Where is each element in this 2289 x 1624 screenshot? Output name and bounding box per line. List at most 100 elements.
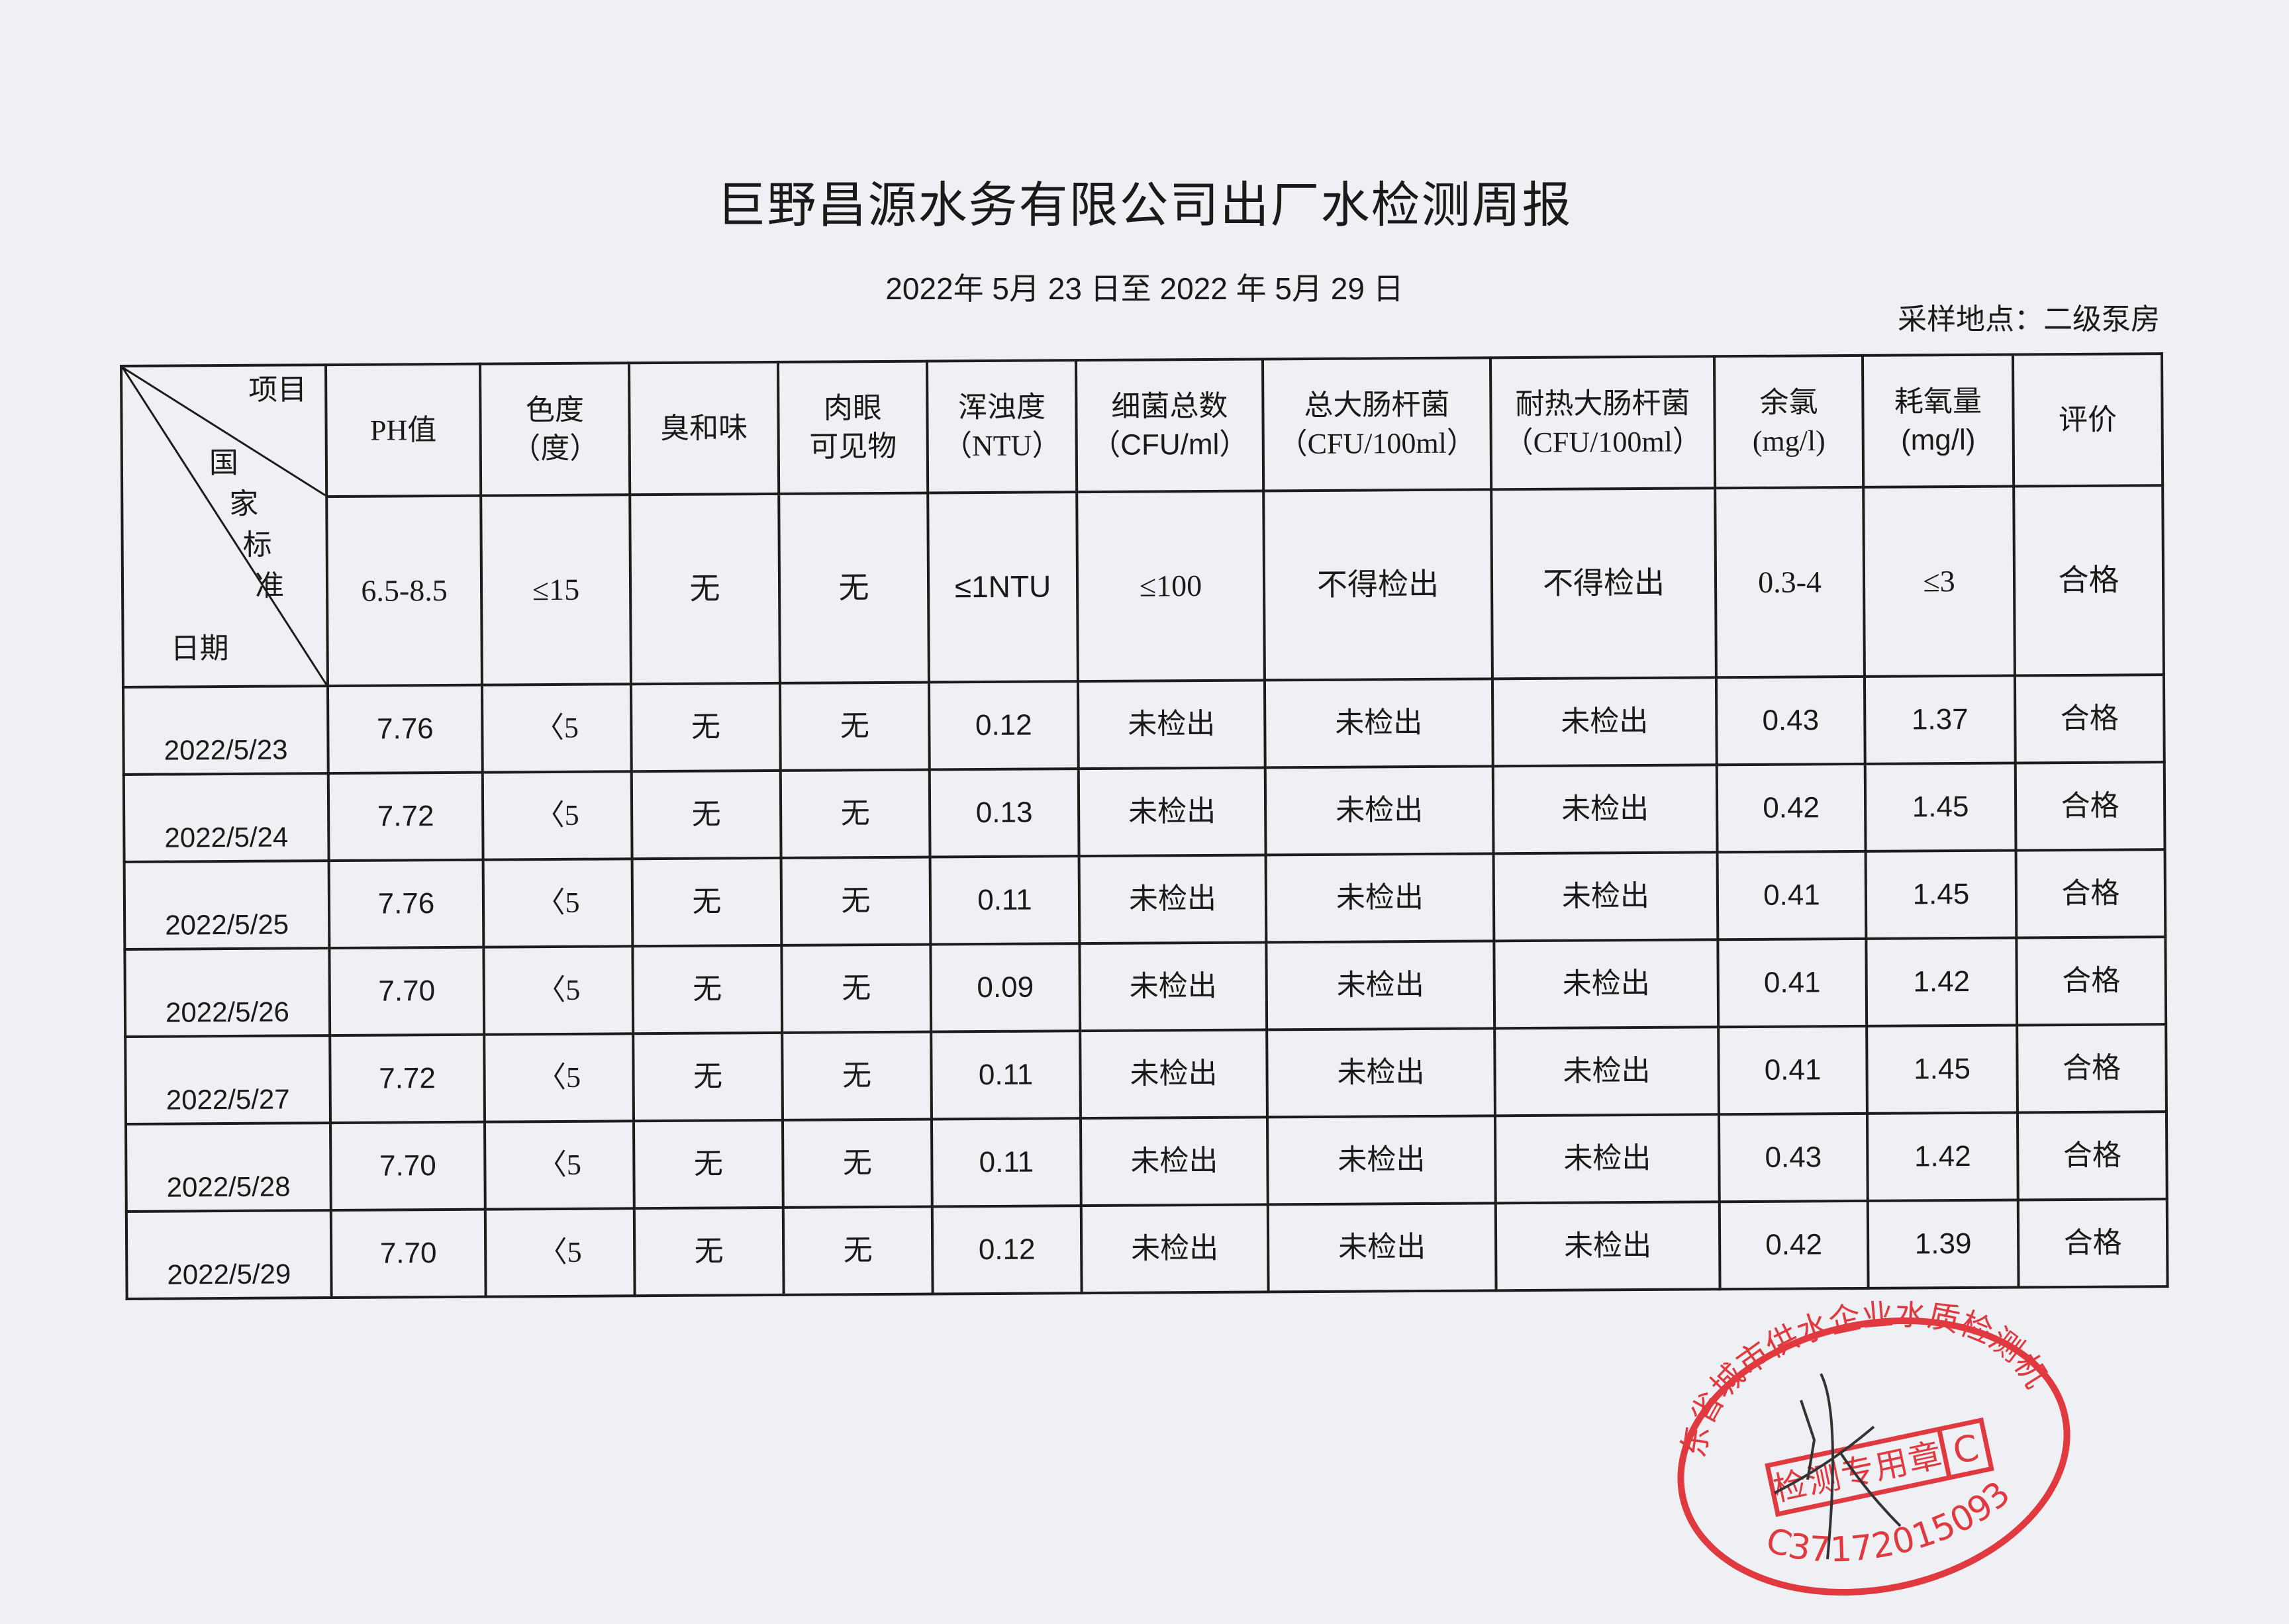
standard-cell: 无	[779, 493, 929, 683]
cell-chlorine: 0.43	[1716, 676, 1865, 765]
standard-cell: 6.5-8.5	[326, 495, 482, 687]
cell-visible: 无	[779, 682, 930, 771]
cell-thermo-coliform: 未检出	[1495, 1202, 1720, 1291]
standard-cell: ≤100	[1077, 491, 1265, 682]
signature	[1774, 1373, 1902, 1560]
table-row: 2022/5/24 7.72 〈5 无无 0.13 未检出 未检出 未检出 0.42 1.45 合格	[123, 762, 2165, 862]
cell-color: 〈5	[482, 771, 632, 860]
cell-bacteria: 未检出	[1080, 1117, 1268, 1206]
standard-cell: ≤3	[1863, 486, 2015, 677]
cell-coliform: 未检出	[1264, 679, 1493, 768]
col-header-coliform: 总大肠杆菌 （CFU/100ml）	[1262, 358, 1492, 491]
cell-bacteria: 未检出	[1080, 1029, 1267, 1119]
cell-coliform: 未检出	[1265, 766, 1494, 855]
cell-chlorine: 0.42	[1719, 1200, 1869, 1290]
cell-odor: 无	[631, 770, 781, 859]
cell-oxygen: 1.42	[1867, 1112, 2018, 1201]
cell-evaluation: 合格	[2014, 675, 2165, 763]
col-header-oxygen: 耗氧量 (mg/l)	[1862, 354, 2014, 487]
cell-thermo-coliform: 未检出	[1492, 765, 1718, 854]
cell-evaluation: 合格	[2017, 1112, 2167, 1200]
col-header-evaluation: 评价	[2012, 354, 2163, 487]
cell-evaluation: 合格	[2018, 1199, 2168, 1288]
cell-coliform: 未检出	[1267, 1203, 1496, 1292]
cell-color: 〈5	[483, 946, 634, 1035]
cell-chlorine: 0.41	[1718, 1026, 1867, 1115]
cell-turbidity: 0.12	[932, 1206, 1082, 1294]
col-header-odor: 臭和味	[628, 361, 779, 495]
col-header-bacteria: 细菌总数 （CFU/ml）	[1075, 359, 1264, 493]
corner-standard-char: 标	[242, 528, 272, 561]
cell-date: 2022/5/28	[126, 1123, 331, 1212]
standard-cell: ≤1NTU	[928, 492, 1078, 683]
stamp-grade: C	[1949, 1427, 1982, 1472]
cell-ph: 7.70	[329, 947, 485, 1036]
cell-evaluation: 合格	[2016, 849, 2166, 938]
cell-bacteria: 未检出	[1077, 680, 1265, 769]
table-row: 2022/5/25 7.76 〈5 无无 0.11 未检出 未检出 未检出 0.41 1.45 合格	[124, 849, 2166, 949]
cell-odor: 无	[632, 945, 783, 1034]
cell-visible: 无	[782, 1031, 932, 1120]
cell-turbidity: 0.11	[931, 1031, 1081, 1120]
cell-evaluation: 合格	[2017, 1024, 2167, 1113]
cell-coliform: 未检出	[1267, 1028, 1495, 1118]
cell-date: 2022/5/25	[124, 861, 330, 949]
cell-bacteria: 未检出	[1079, 855, 1267, 944]
cell-date: 2022/5/26	[124, 948, 330, 1037]
corner-date-label: 日期	[170, 632, 229, 665]
cell-ph: 7.70	[330, 1209, 486, 1298]
cell-oxygen: 1.37	[1864, 675, 2016, 764]
cell-thermo-coliform: 未检出	[1493, 852, 1718, 941]
cell-thermo-coliform: 未检出	[1494, 1027, 1719, 1116]
cell-ph: 7.72	[330, 1034, 485, 1123]
cell-bacteria: 未检出	[1078, 767, 1266, 857]
table-row: 2022/5/23 7.76 〈5 无无 0.12 未检出 未检出 未检出 0.43 1.37 合格	[122, 675, 2165, 775]
cell-visible: 无	[783, 1206, 933, 1295]
cell-chlorine: 0.42	[1716, 763, 1866, 853]
diagonal-lines	[122, 366, 328, 685]
cell-chlorine: 0.41	[1717, 851, 1867, 940]
corner-standard-char: 准	[254, 569, 285, 602]
report-title: 巨野昌源水务有限公司出厂水检测周报	[716, 179, 1573, 233]
cell-turbidity: 0.13	[929, 769, 1079, 857]
corner-standard-char: 家	[229, 487, 259, 520]
cell-turbidity: 0.11	[931, 1118, 1081, 1207]
corner-item-label: 项目	[248, 373, 307, 406]
cell-odor: 无	[634, 1207, 784, 1296]
cell-thermo-coliform: 未检出	[1494, 1114, 1720, 1204]
col-header-ph: PH值	[326, 363, 481, 497]
standard-cell: 0.3-4	[1715, 487, 1865, 678]
col-header-thermo-coliform: 耐热大肠杆菌 （CFU/100ml）	[1490, 356, 1716, 490]
cell-turbidity: 0.11	[930, 856, 1080, 945]
cell-ph: 7.72	[328, 772, 483, 861]
cell-visible: 无	[781, 857, 931, 945]
cell-odor: 无	[630, 683, 781, 772]
cell-color: 〈5	[484, 1121, 634, 1210]
table-row: 2022/5/27 7.72 〈5 无无 0.11 未检出 未检出 未检出 0.41 1.45 合格	[125, 1024, 2167, 1124]
cell-coliform: 未检出	[1265, 853, 1494, 943]
water-quality-table: 项目 国 家 标 准 日期 PH值 色度 （度） 臭和味 肉眼 可见物 浑浊度 （NT…	[120, 352, 2169, 1300]
cell-evaluation: 合格	[2016, 937, 2167, 1026]
cell-visible: 无	[780, 769, 930, 858]
cell-odor: 无	[632, 857, 782, 947]
table-row: 2022/5/29 7.70 〈5 无无 0.12 未检出 未检出 未检出 0.42 1.39 合格	[126, 1199, 2168, 1299]
standard-cell: 无	[630, 493, 780, 685]
col-header-turbidity: 浑浊度 （NTU）	[926, 360, 1077, 493]
cell-visible: 无	[781, 944, 932, 1033]
sampling-site: 采样地点：二级泵房	[1898, 303, 2160, 336]
cell-oxygen: 1.45	[1865, 763, 2016, 851]
cell-oxygen: 1.45	[1867, 1025, 2018, 1114]
table-row: 2022/5/26 7.70 〈5 无无 0.09 未检出 未检出 未检出 0.41 1.42 合格	[124, 937, 2167, 1037]
cell-date: 2022/5/24	[123, 773, 329, 862]
date-range: 2022年 5月 23 日至 2022 年 5月 29 日	[885, 271, 1404, 306]
cell-thermo-coliform: 未检出	[1492, 677, 1717, 767]
col-header-chlorine: 余氯 (mg/l)	[1714, 355, 1864, 489]
cell-oxygen: 1.39	[1867, 1200, 2019, 1288]
col-header-visible: 肉眼 可见物	[777, 361, 928, 494]
cell-color: 〈5	[485, 1208, 635, 1297]
cell-color: 〈5	[481, 684, 632, 773]
cell-coliform: 未检出	[1266, 941, 1495, 1030]
cell-oxygen: 1.45	[1865, 850, 2017, 939]
cell-color: 〈5	[484, 1033, 634, 1122]
inspection-stamp: 检测专用章 C 山东省城市供水企业水质检测机构 C37172015093	[1669, 1301, 2070, 1596]
